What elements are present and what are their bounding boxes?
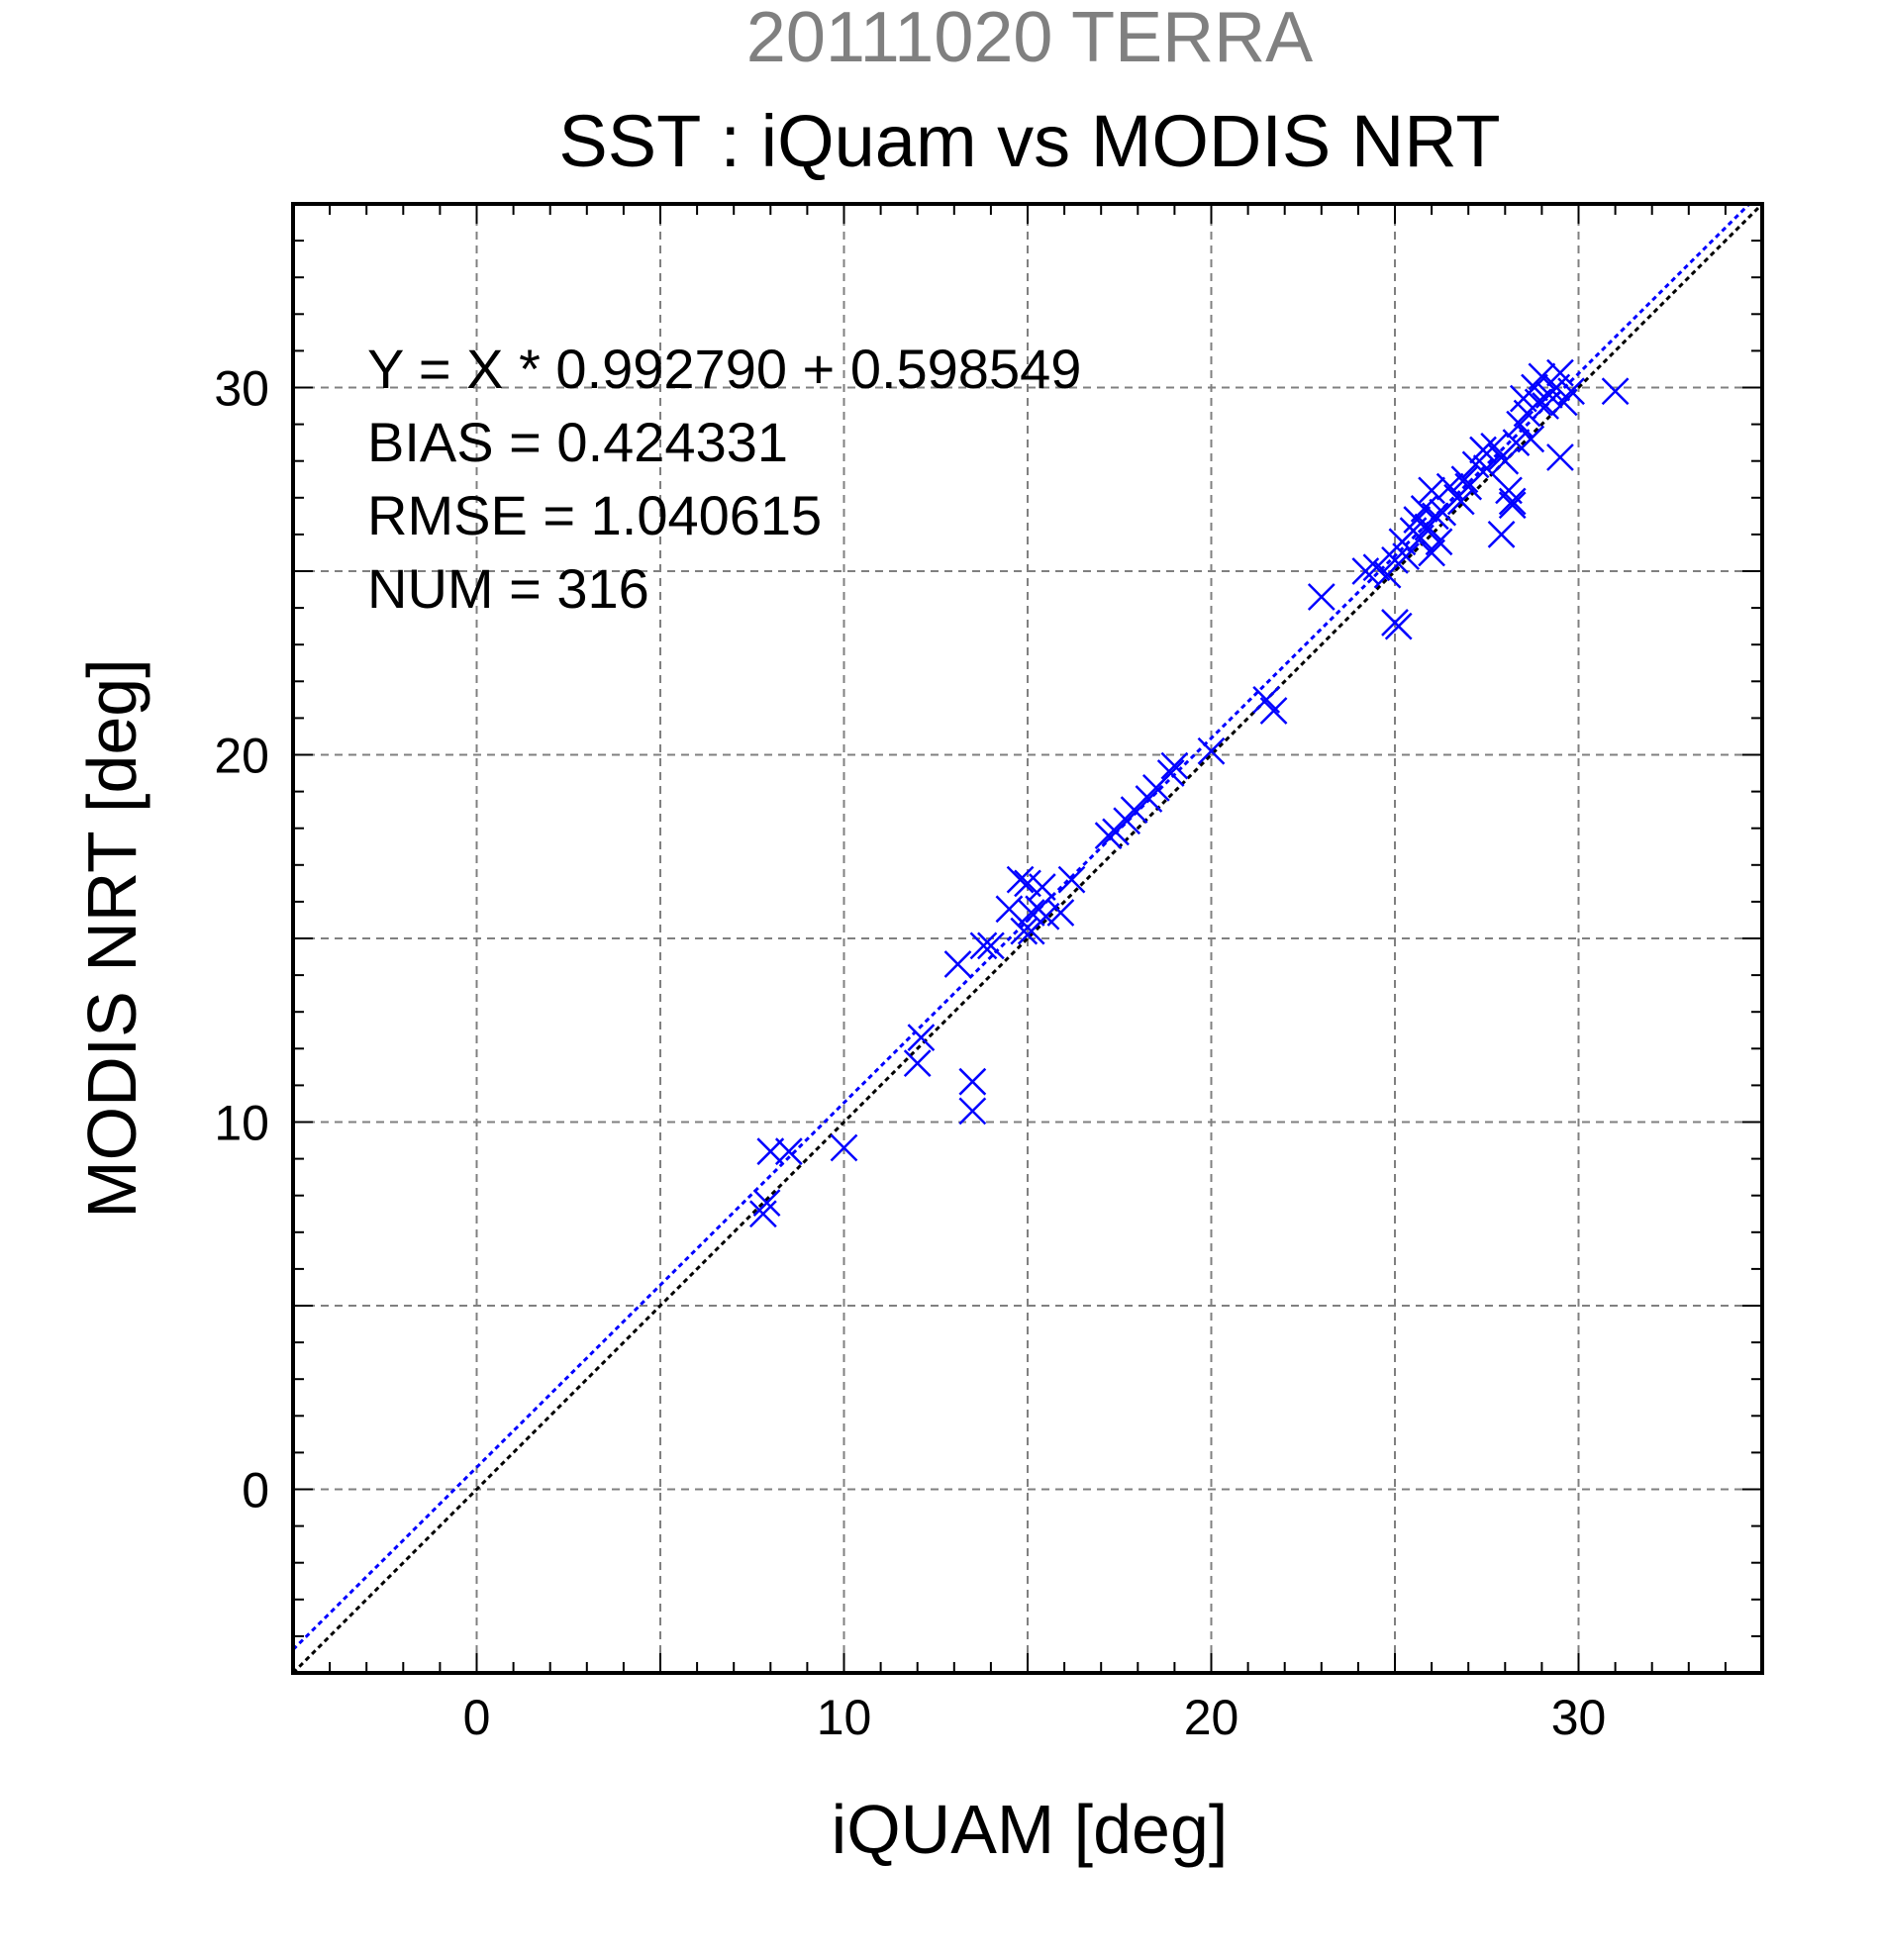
y-tick-label: 30 xyxy=(214,361,269,417)
data-point xyxy=(1156,759,1185,787)
data-point xyxy=(1197,736,1226,765)
data-point xyxy=(1094,822,1123,850)
data-point xyxy=(958,1097,987,1126)
data-point xyxy=(1546,443,1574,471)
x-tick-label: 30 xyxy=(1551,1690,1607,1745)
data-point xyxy=(1392,542,1421,571)
stats-num: NUM = 316 xyxy=(367,557,649,620)
data-point xyxy=(1381,545,1409,574)
data-point xyxy=(907,1024,936,1052)
data-point xyxy=(1472,454,1501,483)
data-point xyxy=(1498,491,1527,520)
data-point xyxy=(1487,521,1516,548)
y-tick-label: 0 xyxy=(242,1463,269,1519)
y-tick-label: 20 xyxy=(214,729,269,784)
data-point xyxy=(1546,358,1574,387)
data-point xyxy=(1046,899,1075,927)
x-tick-label: 20 xyxy=(1184,1690,1239,1745)
data-point xyxy=(830,1133,858,1162)
plot-frame xyxy=(291,202,1764,1675)
data-point xyxy=(1601,377,1630,406)
data-point xyxy=(774,1137,803,1166)
data-point xyxy=(1120,796,1148,825)
stats-fit-equation: Y = X * 0.992790 + 0.598549 xyxy=(367,338,1081,400)
data-point xyxy=(1307,583,1336,611)
data-point xyxy=(1517,425,1545,453)
data-point xyxy=(1446,487,1475,516)
data-point xyxy=(943,950,972,978)
data-point xyxy=(1491,446,1520,475)
stats-bias: BIAS = 0.424331 xyxy=(367,411,788,473)
y-tick-labels: 0 10 20 30 xyxy=(214,361,269,1519)
y-axis-label: MODIS NRT [deg] xyxy=(73,658,150,1218)
chart-title: SST : iQuam vs MODIS NRT xyxy=(558,100,1500,182)
data-point xyxy=(1418,539,1445,567)
data-point xyxy=(1528,362,1556,391)
data-point xyxy=(1028,873,1056,901)
x-tick-labels: 0 10 20 30 xyxy=(463,1690,1607,1745)
chart-supertitle: 20111020 TERRA xyxy=(746,0,1313,77)
data-point xyxy=(1160,751,1189,780)
y-tick-label: 10 xyxy=(214,1096,269,1151)
data-point xyxy=(1006,865,1035,894)
data-point xyxy=(958,1067,987,1096)
stats-rmse: RMSE = 1.040615 xyxy=(367,484,822,546)
data-point xyxy=(748,1200,777,1228)
x-tick-label: 10 xyxy=(817,1690,872,1745)
data-point xyxy=(1557,377,1585,406)
data-point xyxy=(1418,476,1445,505)
data-point xyxy=(1259,697,1288,725)
data-point xyxy=(977,931,1005,960)
data-point xyxy=(1532,392,1559,420)
data-point xyxy=(1421,502,1449,531)
data-point xyxy=(903,1049,932,1078)
data-point xyxy=(1469,436,1497,464)
data-point xyxy=(969,931,998,960)
x-axis-label: iQUAM [deg] xyxy=(832,1791,1229,1868)
data-point xyxy=(1057,865,1086,894)
data-point xyxy=(1010,917,1039,945)
scatter-points xyxy=(748,358,1630,1228)
data-point xyxy=(752,1189,781,1218)
stats-annotation: Y = X * 0.992790 + 0.598549 BIAS = 0.424… xyxy=(367,338,1081,620)
data-point xyxy=(1498,487,1527,516)
data-point xyxy=(1384,612,1413,640)
x-tick-label: 0 xyxy=(463,1690,491,1745)
grid-lines xyxy=(293,204,1762,1673)
